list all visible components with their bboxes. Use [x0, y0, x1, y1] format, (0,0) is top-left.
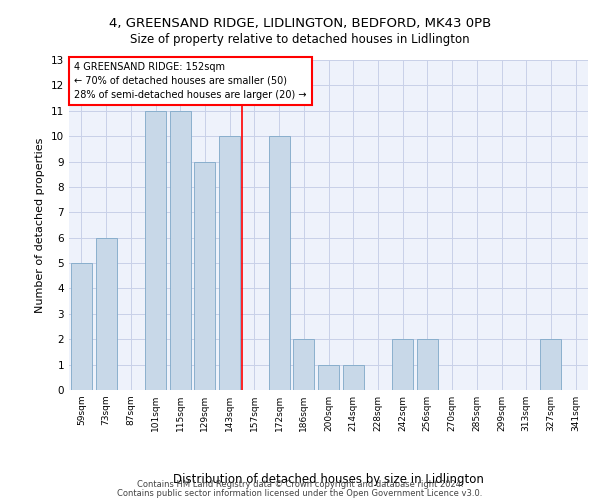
Bar: [541, 339, 562, 390]
Bar: [95, 238, 116, 390]
Bar: [71, 263, 92, 390]
Bar: [318, 364, 339, 390]
Bar: [417, 339, 438, 390]
Bar: [145, 111, 166, 390]
Bar: [293, 339, 314, 390]
Text: Contains public sector information licensed under the Open Government Licence v3: Contains public sector information licen…: [118, 488, 482, 498]
X-axis label: Distribution of detached houses by size in Lidlington: Distribution of detached houses by size …: [173, 473, 484, 486]
Bar: [170, 111, 191, 390]
Y-axis label: Number of detached properties: Number of detached properties: [35, 138, 46, 312]
Bar: [392, 339, 413, 390]
Bar: [194, 162, 215, 390]
Bar: [269, 136, 290, 390]
Bar: [219, 136, 240, 390]
Text: Size of property relative to detached houses in Lidlington: Size of property relative to detached ho…: [130, 32, 470, 46]
Text: 4, GREENSAND RIDGE, LIDLINGTON, BEDFORD, MK43 0PB: 4, GREENSAND RIDGE, LIDLINGTON, BEDFORD,…: [109, 18, 491, 30]
Text: 4 GREENSAND RIDGE: 152sqm
← 70% of detached houses are smaller (50)
28% of semi-: 4 GREENSAND RIDGE: 152sqm ← 70% of detac…: [74, 62, 307, 100]
Text: Contains HM Land Registry data © Crown copyright and database right 2024.: Contains HM Land Registry data © Crown c…: [137, 480, 463, 489]
Bar: [343, 364, 364, 390]
